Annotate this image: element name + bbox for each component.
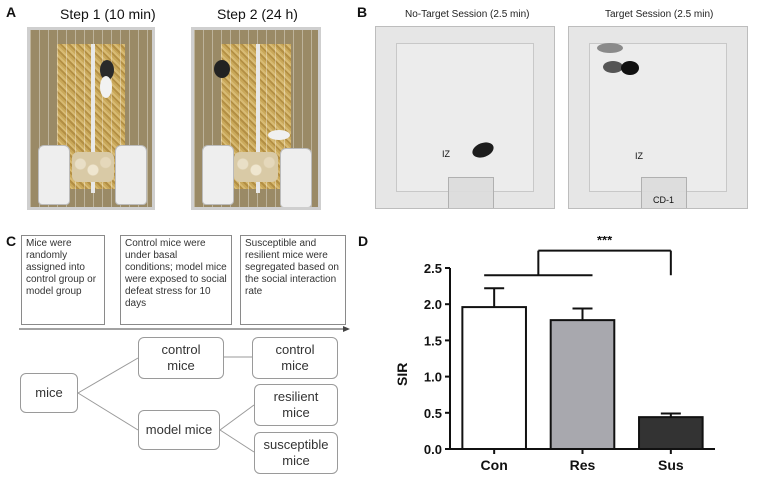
step2-cage-photo (191, 27, 321, 210)
node-susceptible-mice: susceptible mice (254, 432, 338, 474)
y-tick-label: 2.0 (424, 297, 442, 312)
target-iz-label: IZ (635, 151, 643, 161)
timeline-box-2: Control mice were under basal conditions… (120, 235, 232, 325)
bar-res (549, 319, 616, 450)
timeline-box-3: Susceptible and resilient mice were segr… (240, 235, 346, 325)
cd1-cage (641, 177, 687, 208)
node-model-mice: model mice (138, 410, 220, 450)
panel-a-label: A (6, 4, 17, 20)
y-tick-label: 1.5 (424, 333, 442, 348)
panel-c-label: C (6, 233, 17, 249)
step1-title: Step 1 (10 min) (60, 6, 156, 22)
no-target-arena-photo: IZ (375, 26, 555, 209)
x-tick-label-con: Con (481, 457, 508, 473)
sir-bar-chart: 0.0 0.5 1.0 1.5 2.0 2.5 Con Res Sus SIR *** (394, 236, 715, 473)
timeline-arrowhead (343, 326, 350, 332)
timeline-box-1: Mice were randomly assigned into control… (21, 235, 105, 325)
interaction-zone-box (448, 177, 494, 208)
target-arena-photo: IZ CD-1 (568, 26, 748, 209)
node-control-mice: control mice (138, 337, 224, 379)
x-tick-label-sus: Sus (658, 457, 684, 473)
no-target-title: No-Target Session (2.5 min) (405, 9, 530, 20)
cd1-label: CD-1 (653, 195, 675, 205)
x-tick-label-res: Res (570, 457, 596, 473)
iz-label: IZ (442, 149, 450, 159)
y-tick-label: 0.0 (424, 442, 442, 457)
y-tick-label: 1.0 (424, 370, 442, 385)
bar-sus (638, 416, 704, 450)
panel-b-label: B (357, 4, 368, 20)
bar-con (461, 306, 527, 451)
y-tick-label: 2.5 (424, 261, 442, 276)
step2-title: Step 2 (24 h) (217, 6, 298, 22)
step1-cage-photo (27, 27, 155, 210)
node-resilient-mice: resilient mice (254, 384, 338, 426)
target-title: Target Session (2.5 min) (605, 9, 714, 20)
significance-stars: *** (597, 236, 613, 248)
node-mice: mice (20, 373, 78, 413)
panel-d-label: D (358, 233, 369, 249)
y-tick-label: 0.5 (424, 406, 442, 421)
y-axis-label: SIR (394, 363, 410, 386)
node-control-mice-2: control mice (252, 337, 338, 379)
